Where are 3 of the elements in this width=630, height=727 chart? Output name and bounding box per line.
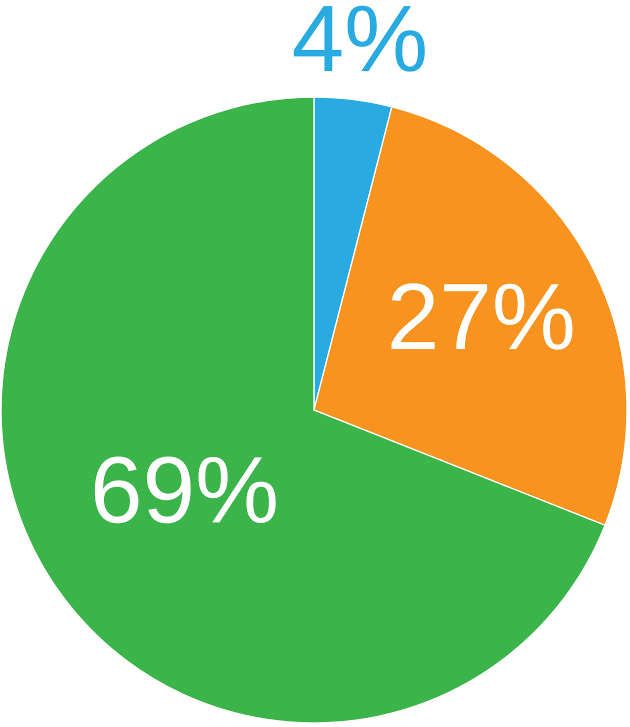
data-label: 27% [392, 283, 572, 350]
data-label: 4% [294, 6, 425, 72]
data-label: 69% [94, 456, 276, 524]
